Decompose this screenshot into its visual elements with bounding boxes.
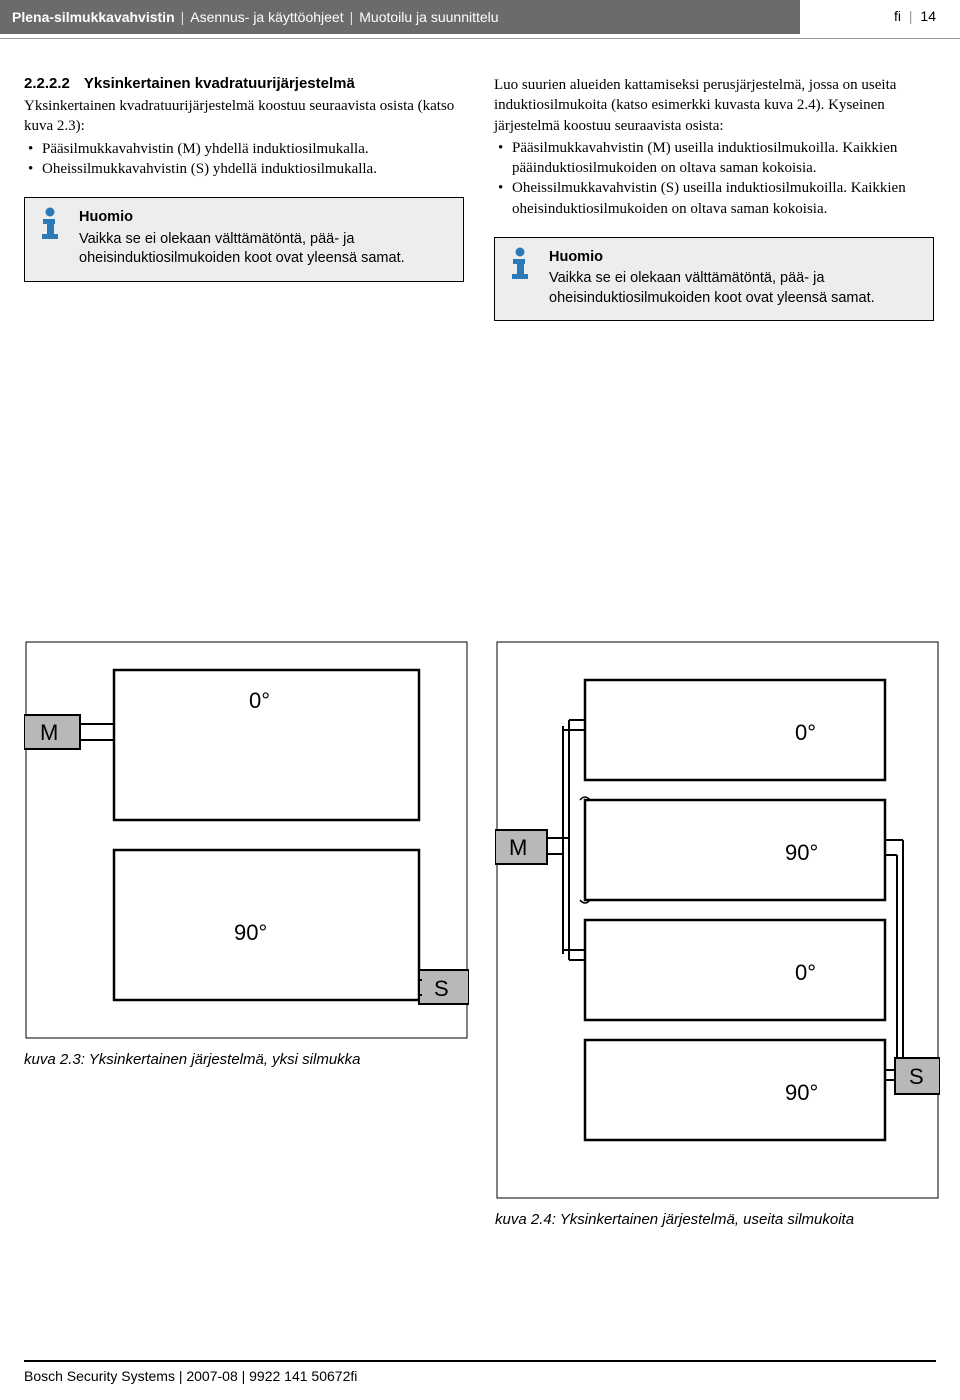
figure-2-caption: kuva 2.4: Yksinkertainen järjestelmä, us…	[495, 1211, 940, 1228]
info-icon	[505, 246, 535, 280]
section-number: 2.2.2.2	[24, 75, 70, 92]
label-s: S	[909, 1064, 924, 1089]
header-product: Plena-silmukkavahvistin	[12, 9, 175, 25]
label-90: 90°	[234, 920, 267, 945]
label-0a: 0°	[795, 720, 816, 745]
sep: |	[909, 8, 913, 24]
section-intro: Yksinkertainen kvadratuurijärjestelmä ko…	[24, 96, 464, 137]
right-column: Luo suurien alueiden kattamiseksi perusj…	[494, 75, 934, 321]
label-90b: 90°	[785, 1080, 818, 1105]
note-title: Huomio	[79, 208, 451, 228]
bullet-list-left: Pääsilmukkavahvistin (M) yhdellä indukti…	[24, 139, 464, 180]
list-item: Pääsilmukkavahvistin (M) useilla indukti…	[494, 138, 934, 179]
figure-1: M 0° 90° S kuva 2.3: Yksinkertainen järj…	[24, 640, 469, 1068]
header-crumb-2: Muotoilu ja suunnittelu	[359, 9, 498, 25]
left-column: 2.2.2.2 Yksinkertainen kvadratuurijärjes…	[24, 75, 464, 321]
label-0: 0°	[249, 688, 270, 713]
lang-code: fi	[894, 8, 901, 24]
figure-1-caption: kuva 2.3: Yksinkertainen järjestelmä, yk…	[24, 1051, 469, 1068]
figure-2: M 0° 90° 0° 90° S kuva 2.	[495, 640, 940, 1228]
label-0b: 0°	[795, 960, 816, 985]
note-body: Vaikka se ei olekaan välttämätöntä, pää-…	[549, 269, 921, 308]
right-paragraph: Luo suurien alueiden kattamiseksi perusj…	[494, 75, 934, 136]
footer-rule	[24, 1360, 936, 1362]
breadcrumb: Plena-silmukkavahvistin | Asennus- ja kä…	[0, 0, 800, 34]
label-m: M	[40, 720, 58, 745]
page-no: 14	[920, 8, 936, 24]
page-footer: Bosch Security Systems | 2007-08 | 9922 …	[24, 1360, 936, 1384]
bullet-list-right: Pääsilmukkavahvistin (M) useilla indukti…	[494, 138, 934, 219]
list-item: Oheissilmukkavahvistin (S) yhdellä induk…	[24, 159, 464, 179]
note-box-2: Huomio Vaikka se ei olekaan välttämätönt…	[494, 237, 934, 322]
list-item: Oheissilmukkavahvistin (S) useilla induk…	[494, 178, 934, 219]
header-crumb-1: Asennus- ja käyttöohjeet	[190, 9, 343, 25]
list-item: Pääsilmukkavahvistin (M) yhdellä indukti…	[24, 139, 464, 159]
label-m: M	[509, 835, 527, 860]
note-body: Vaikka se ei olekaan välttämätöntä, pää-…	[79, 230, 451, 269]
note-title: Huomio	[549, 248, 921, 268]
sep: |	[350, 9, 354, 25]
sep: |	[181, 9, 185, 25]
label-s: S	[434, 976, 449, 1001]
diagram-2: M 0° 90° 0° 90° S	[495, 640, 940, 1200]
footer-text: Bosch Security Systems | 2007-08 | 9922 …	[24, 1368, 357, 1384]
label-90a: 90°	[785, 840, 818, 865]
page-number: fi | 14	[894, 8, 936, 24]
note-box-1: Huomio Vaikka se ei olekaan välttämätönt…	[24, 197, 464, 282]
content-columns: 2.2.2.2 Yksinkertainen kvadratuurijärjes…	[0, 39, 960, 321]
section-heading: 2.2.2.2 Yksinkertainen kvadratuurijärjes…	[24, 75, 464, 92]
info-icon	[35, 206, 65, 240]
section-title: Yksinkertainen kvadratuurijärjestelmä	[84, 75, 355, 92]
diagram-1: M 0° 90° S	[24, 640, 469, 1040]
